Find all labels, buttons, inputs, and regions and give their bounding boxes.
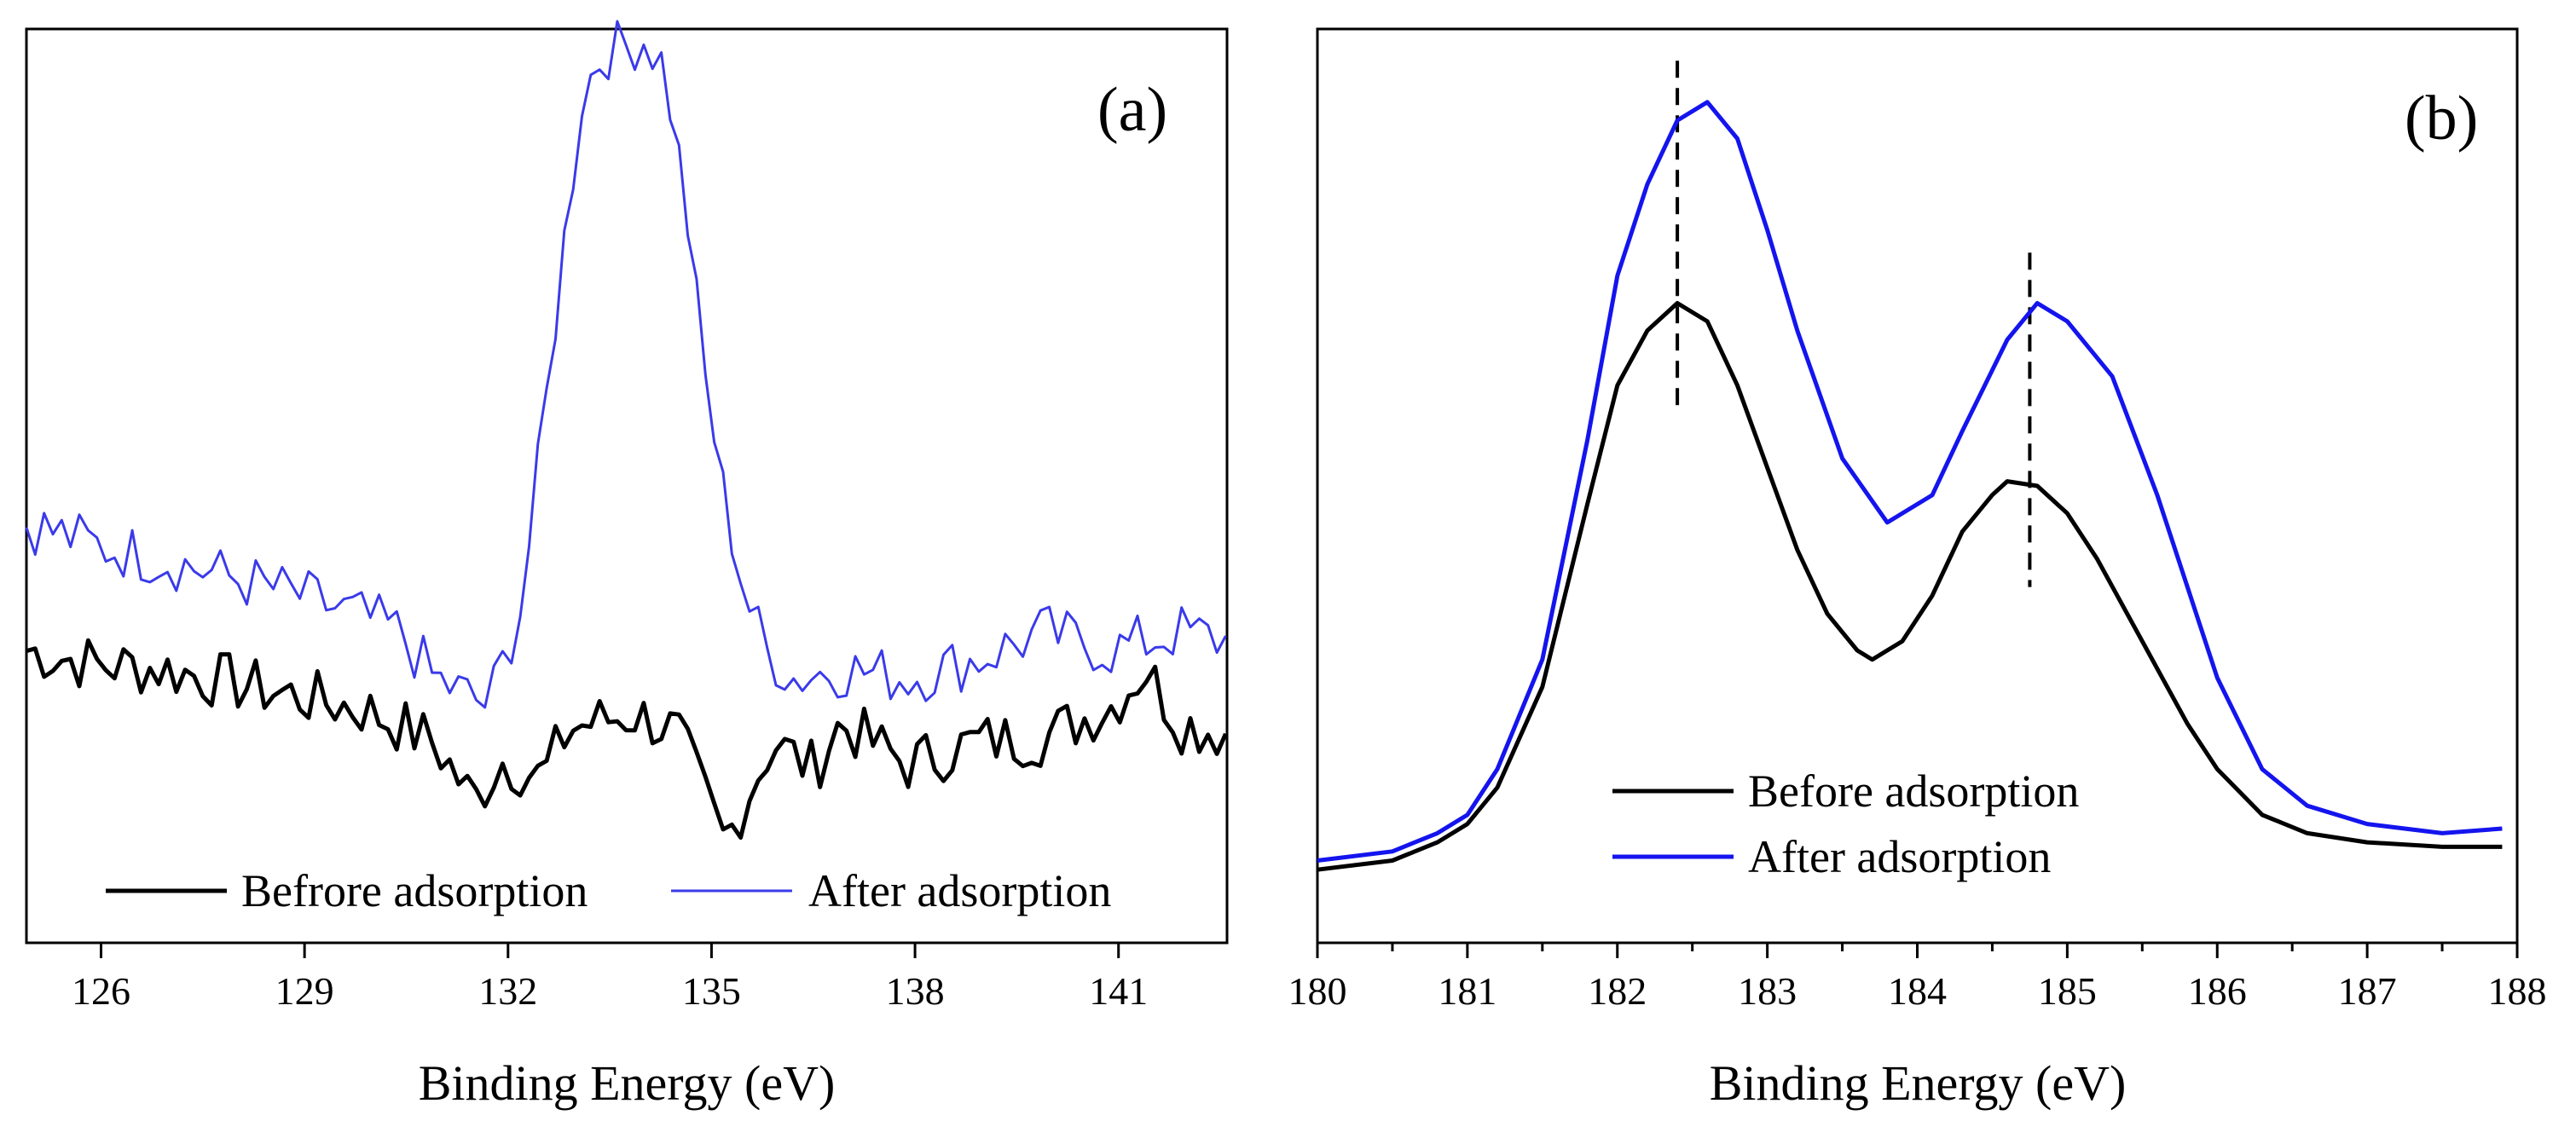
x-tick-label-b-181: 181 <box>1438 969 1496 1013</box>
x-tick-label-a-129: 129 <box>275 969 334 1013</box>
panel-label-a: (a) <box>1097 75 1167 145</box>
x-axis-title-a: Binding Energy (eV) <box>419 1055 836 1111</box>
x-tick-label-b-185: 185 <box>2038 969 2097 1013</box>
series-line-b-after <box>1317 100 2503 863</box>
series-line-b-before <box>1317 301 2503 872</box>
legend-label-after-b: After adsorption <box>1748 831 2051 882</box>
x-tick-label-a-138: 138 <box>886 969 945 1013</box>
x-tick-label-a-135: 135 <box>682 969 741 1013</box>
series-line-a-before <box>26 638 1228 840</box>
x-tick-label-b-180: 180 <box>1288 969 1347 1013</box>
x-tick-label-b-183: 183 <box>1738 969 1797 1013</box>
legend-a: Befrore adsorption After adsorption <box>106 865 1111 916</box>
x-tick-label-b-188: 188 <box>2488 969 2547 1013</box>
x-axis-ticks-b: 180 181 182 183 184 185 186 187 188 <box>1288 943 2547 1013</box>
x-tick-label-b-187: 187 <box>2338 969 2397 1013</box>
plot-frame-a <box>25 27 1229 945</box>
x-tick-label-a-132: 132 <box>478 969 537 1013</box>
panel-label-b: (b) <box>2405 84 2478 153</box>
legend-label-before-a: Befrore adsorption <box>241 865 588 916</box>
x-tick-label-a-141: 141 <box>1089 969 1148 1013</box>
x-tick-label-b-186: 186 <box>2188 969 2247 1013</box>
series-group-b <box>1317 100 2503 872</box>
x-tick-label-a-126: 126 <box>72 969 130 1013</box>
chart-panel-b: 180 181 182 183 184 185 186 187 188 (b) Binding … <box>1288 27 2547 1111</box>
x-axis-title-b: Binding Energy (eV) <box>1710 1055 2127 1111</box>
series-line-a-after <box>25 20 1227 709</box>
chart-panel-a: 126 129 132 135 138 141 (a) Binding Energy (e… <box>25 20 1229 1111</box>
x-tick-label-b-184: 184 <box>1888 969 1947 1013</box>
legend-label-after-a: After adsorption <box>808 865 1111 916</box>
x-axis-ticks-a: 126 129 132 135 138 141 <box>72 943 1148 1013</box>
x-tick-label-b-182: 182 <box>1588 969 1647 1013</box>
legend-label-before-b: Before adsorption <box>1748 766 2079 817</box>
series-group-a <box>25 20 1228 840</box>
peak-markers-b <box>1676 61 2032 587</box>
legend-b: Before adsorption After adsorption <box>1612 766 2079 882</box>
